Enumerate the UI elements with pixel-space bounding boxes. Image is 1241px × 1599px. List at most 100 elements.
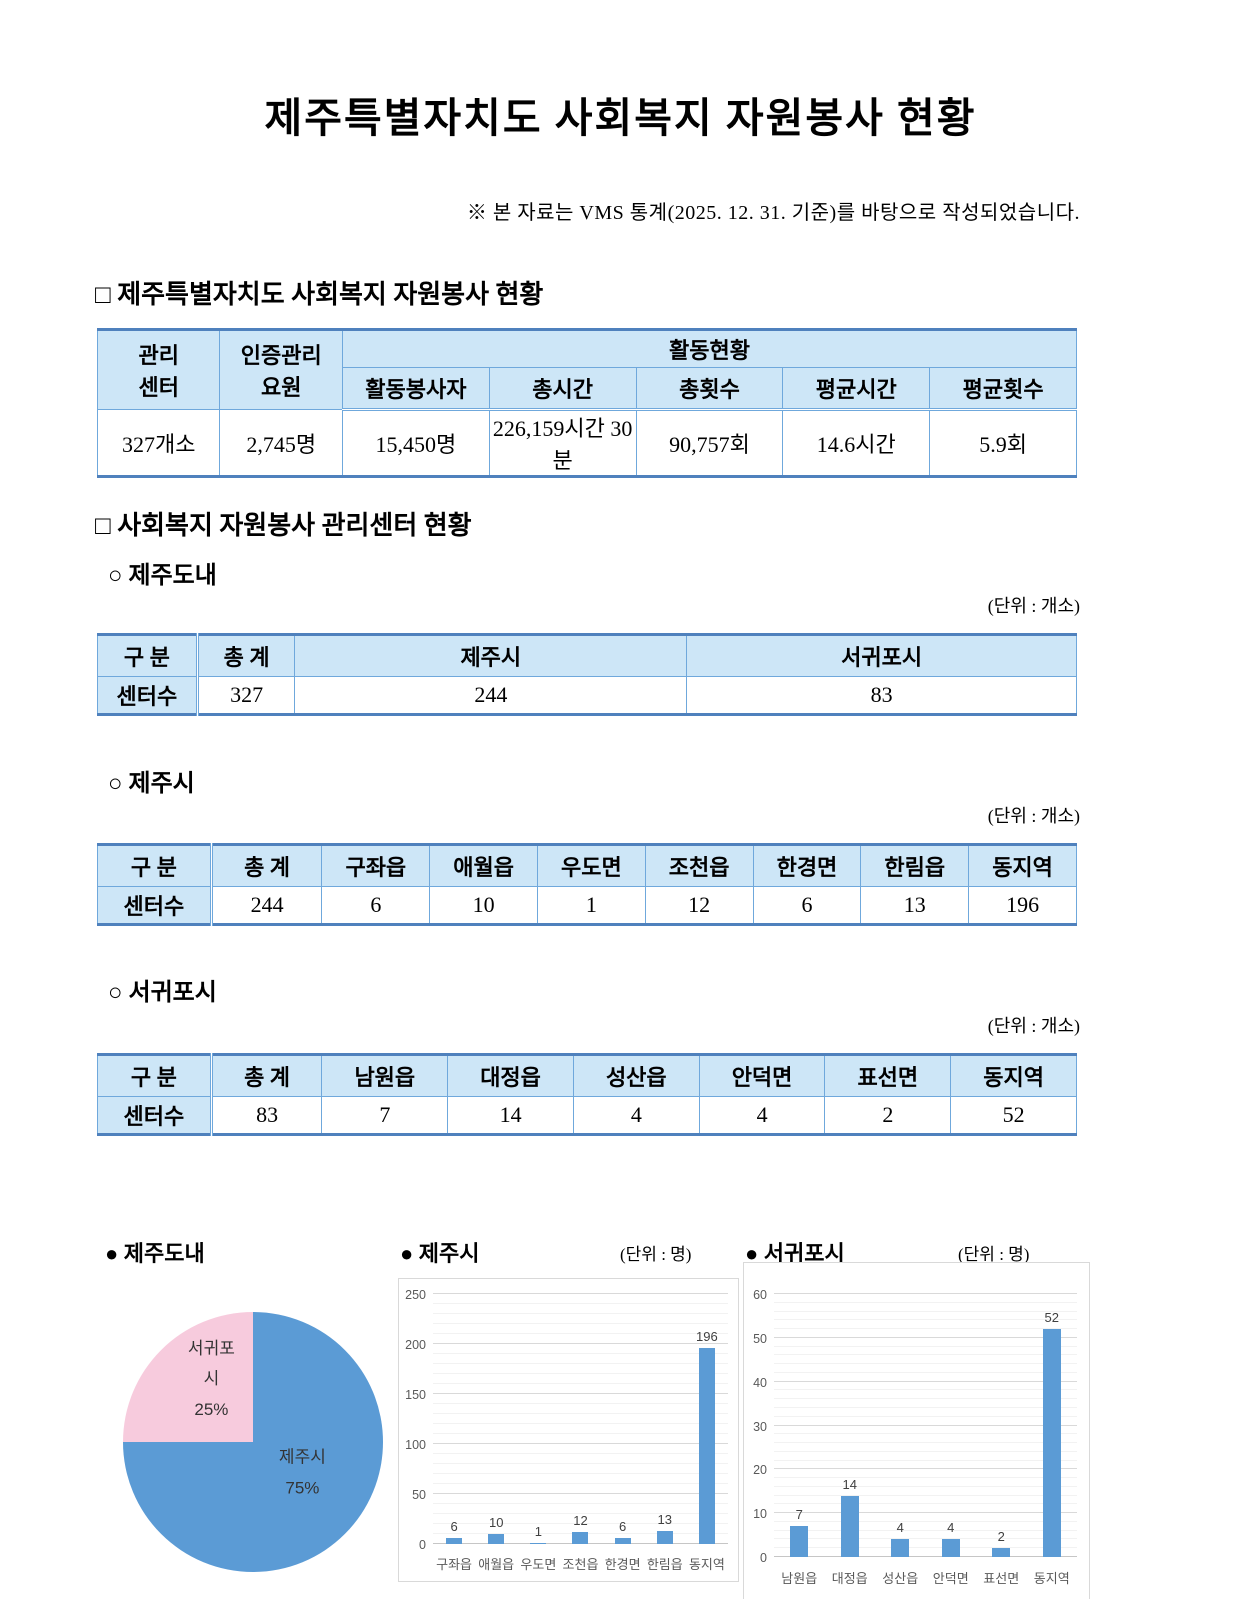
gridline	[774, 1424, 1077, 1426]
category-label: 한경면	[604, 1557, 641, 1572]
minor-gridline	[774, 1406, 1077, 1408]
bar1-unit-note: (단위 : 명)	[620, 1245, 692, 1264]
category-label: 동지역	[1033, 1571, 1070, 1586]
jt-cell-jejusi: 244	[294, 676, 688, 715]
js-cell-total: 244	[210, 886, 323, 925]
sg-header-pyoseon: 표선면	[824, 1054, 952, 1097]
page-title: 제주특별자치도 사회복지 자원봉사 현황	[264, 95, 977, 141]
summary-col-header-certified-staff: 인증관리 요원	[219, 329, 343, 410]
js-header-udo: 우도면	[537, 844, 646, 887]
bar	[656, 1531, 673, 1544]
sg-data-row: 센터수 83 7 14 4 4 2 52	[97, 1096, 1077, 1135]
subheading-jeju-island: ○ 제주도내	[108, 563, 217, 589]
minor-gridline	[433, 1313, 728, 1314]
sg-header-category: 구 분	[97, 1054, 213, 1097]
bar-chart-seogwipo-si: 0 10 20 30 40 50 60 7 14 4 4 2 52 남원읍 대정읍 성산읍 안덕면 표선면 동지…	[743, 1262, 1090, 1599]
js-header-category: 구 분	[97, 844, 213, 887]
js-cell-hangyeong: 6	[752, 886, 862, 925]
gridline	[774, 1468, 1077, 1470]
category-label: 동지역	[688, 1557, 725, 1572]
bar-slot: 196	[686, 1294, 728, 1544]
summary-cell-total-count: 90,757회	[635, 409, 784, 477]
sg-row-label: 센터수	[97, 1096, 213, 1135]
section1-heading: □ 제주특별자치도 사회복지 자원봉사 현황	[95, 280, 544, 309]
bar-slot: 6	[602, 1294, 644, 1544]
y-tick-label: 50	[412, 1488, 426, 1502]
minor-gridline	[774, 1328, 1077, 1330]
gridline	[433, 1493, 728, 1494]
pie-label-seogwipo: 서귀포 시 25%	[188, 1334, 235, 1426]
jt-cell-seogwiposi: 83	[686, 676, 1077, 715]
category-label: 한림읍	[646, 1557, 683, 1572]
category-label: 안덕면	[932, 1571, 969, 1586]
gridline	[433, 1343, 728, 1344]
minor-gridline	[433, 1483, 728, 1484]
bar-value-label: 12	[573, 1513, 588, 1528]
bar-value-label: 7	[795, 1507, 803, 1523]
gridline	[433, 1393, 728, 1394]
bar	[891, 1539, 910, 1557]
minor-gridline	[433, 1523, 728, 1524]
bar-value-label: 4	[896, 1520, 904, 1536]
bar	[1042, 1329, 1061, 1557]
bar-slot: 4	[926, 1294, 977, 1557]
js-header-total: 총 계	[210, 844, 323, 887]
minor-gridline	[433, 1323, 728, 1324]
unit-note-jeju-island: (단위 : 개소)	[987, 596, 1080, 616]
minor-gridline	[774, 1520, 1077, 1522]
pie-label-jeju-pct: 75%	[285, 1478, 320, 1498]
bar2-category-axis: 남원읍 대정읍 성산읍 안덕면 표선면 동지역	[774, 1568, 1077, 1587]
js-header-hallim: 한림읍	[860, 844, 970, 887]
category-label: 남원읍	[781, 1571, 818, 1586]
sg-cell-namwon: 7	[321, 1096, 449, 1135]
bar	[698, 1348, 715, 1544]
bar-slot: 2	[976, 1294, 1027, 1557]
category-label: 우도면	[520, 1557, 557, 1572]
summary-cell-centers: 327개소	[96, 409, 221, 477]
js-row-label: 센터수	[97, 886, 213, 925]
gridline	[774, 1293, 1077, 1294]
minor-gridline	[433, 1413, 728, 1414]
js-cell-udo: 1	[537, 886, 646, 925]
minor-gridline	[774, 1301, 1077, 1303]
minor-gridline	[774, 1459, 1077, 1461]
summary-sub-header-avg-hours: 평균시간	[782, 367, 931, 411]
jeju-si-table: 구 분 총 계 구좌읍 애월읍 우도면 조천읍 한경면 한림읍 동지역 센터수 …	[97, 843, 1077, 926]
bar-value-label: 1	[534, 1524, 542, 1539]
bar-slot: 13	[644, 1294, 686, 1544]
bar-chart-jeju-si: 0 50 100 150 200 250 6 10 1 12 6 13 196 구좌읍 애월읍 우도면 조천…	[398, 1278, 739, 1582]
minor-gridline	[774, 1354, 1077, 1356]
category-label: 애월읍	[478, 1557, 515, 1572]
bar-value-label: 13	[657, 1512, 672, 1527]
summary-cell-avg-count: 5.9회	[929, 409, 1077, 477]
bar	[530, 1543, 547, 1544]
minor-gridline	[433, 1423, 728, 1424]
pie-label-jeju-name: 제주시	[278, 1447, 326, 1467]
minor-gridline	[433, 1453, 728, 1454]
summary-cell-volunteers: 15,450명	[341, 409, 490, 477]
bar-slot: 7	[774, 1294, 825, 1557]
bar-slot: 4	[875, 1294, 926, 1557]
minor-gridline	[433, 1403, 728, 1404]
bar	[446, 1538, 463, 1544]
bar-slot: 52	[1027, 1294, 1078, 1557]
summary-group-header-activity: 활동현황	[341, 329, 1078, 368]
y-tick-label: 0	[419, 1538, 426, 1552]
js-cell-gujwa: 6	[321, 886, 431, 925]
sg-cell-pyoseon: 2	[824, 1096, 952, 1135]
bar	[488, 1534, 505, 1544]
summary-cell-total-hours: 226,159시간 30분	[488, 409, 637, 477]
minor-gridline	[433, 1303, 728, 1304]
minor-gridline	[774, 1319, 1077, 1321]
bar1-chart-title: ● 제주시	[400, 1241, 480, 1266]
y-tick-label: 150	[405, 1388, 426, 1402]
js-header-aewol: 애월읍	[429, 844, 538, 887]
minor-gridline	[774, 1389, 1077, 1391]
sg-cell-total: 83	[210, 1096, 323, 1135]
bars-container: 6 10 1 12 6 13 196	[433, 1294, 728, 1544]
sg-cell-seongsan: 4	[572, 1096, 700, 1135]
gridline	[433, 1293, 728, 1294]
minor-gridline	[774, 1477, 1077, 1479]
gridline	[774, 1336, 1077, 1338]
summary-table: 관리 센터 인증관리 요원 활동현황 활동봉사자 총시간 총횟수 평균시간 평균…	[96, 328, 1078, 478]
